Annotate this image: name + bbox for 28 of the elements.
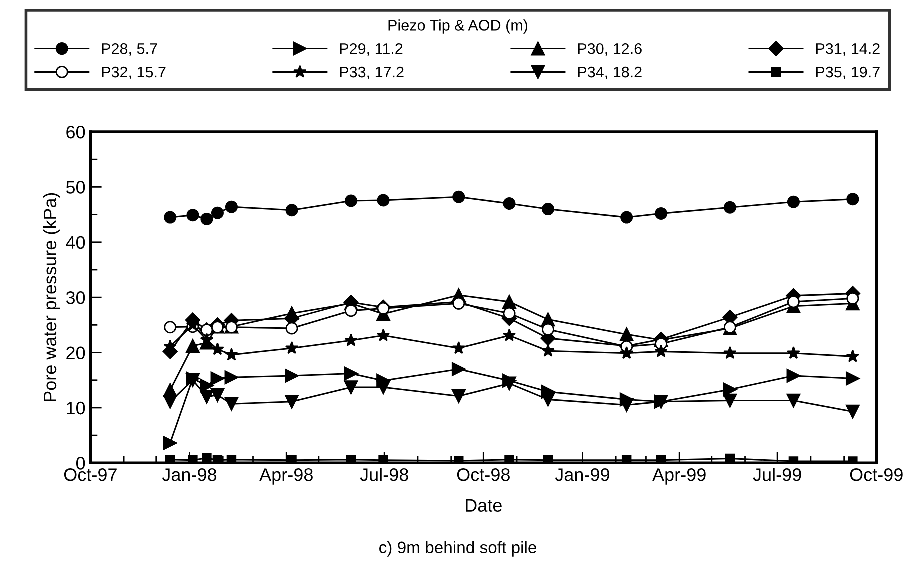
x-tick-label: Jan-98	[162, 468, 217, 482]
y-tick-label: 40	[66, 236, 86, 250]
x-tick-label: Jul-98	[360, 468, 408, 482]
y-tick-label: 60	[66, 126, 86, 139]
legend-label: P28, 5.7	[102, 43, 158, 56]
legend-label: P30, 12.6	[578, 43, 642, 56]
x-tick-label: Apr-99	[652, 468, 706, 485]
x-axis-title: Date	[466, 499, 502, 512]
legend-title: Piezo Tip & AOD (m)	[388, 20, 528, 34]
legend-label: P29, 11.2	[340, 43, 403, 56]
legend-label: P35, 19.7	[816, 66, 880, 80]
y-tick-label: 30	[66, 292, 86, 304]
x-tick-label: Jan-99	[555, 468, 610, 482]
legend-label: P32, 15.7	[102, 66, 166, 80]
text: c) 9m behind soft pile	[380, 541, 536, 557]
x-tick-label: Jul-99	[753, 468, 802, 482]
legend-label: P34, 18.2	[578, 66, 642, 80]
x-tick-label: Oct-99	[850, 468, 903, 482]
y-tick-label: 10	[67, 402, 86, 415]
x-tick-label: Apr-98	[260, 468, 313, 485]
y-tick-label: 0	[76, 457, 86, 470]
y-tick-label: 50	[66, 181, 86, 194]
y-axis-title: Pore water pressure (kPa)	[43, 193, 60, 402]
legend-label: P31, 14.2	[816, 43, 880, 56]
y-tick-label: 20	[66, 346, 86, 360]
x-tick-label: Oct-98	[457, 468, 510, 482]
x-tick-label: Oct-97	[64, 468, 117, 482]
legend-label: P33, 17.2	[340, 66, 404, 80]
